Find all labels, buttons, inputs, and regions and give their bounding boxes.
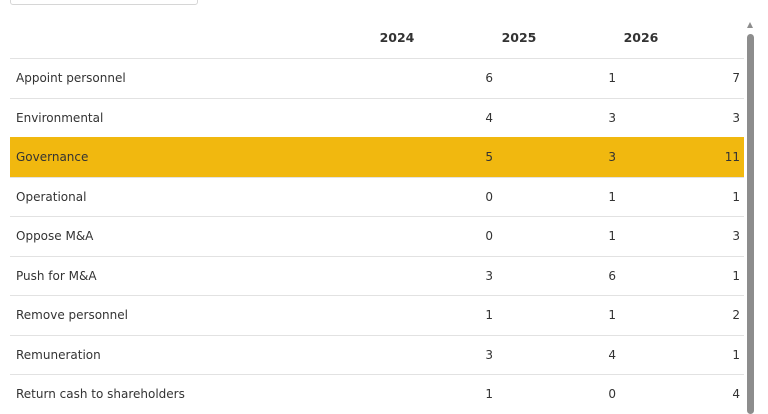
- cell-value: 2: [732, 308, 740, 322]
- cell-value: 3: [608, 150, 616, 164]
- cell-value: 1: [608, 229, 616, 243]
- cell-value: 1: [485, 387, 493, 401]
- cell-value: 1: [732, 347, 740, 362]
- cell-value: 3: [485, 268, 493, 283]
- cell-value: 1: [608, 308, 616, 322]
- row-label: Appoint personnel: [16, 71, 126, 85]
- column-header: 2026: [623, 30, 659, 45]
- cell-value: 1: [608, 189, 616, 204]
- cell-value: 1: [608, 71, 616, 85]
- table-row[interactable]: Push for M&A 3 6 1: [10, 255, 744, 296]
- column-header: 2024: [379, 30, 415, 45]
- cell-value: 0: [485, 189, 493, 204]
- row-label: Environmental: [16, 110, 104, 125]
- row-label: Governance: [16, 150, 89, 164]
- page: 2024 2025 2026 Appoint personnel 6 1 7 Environm…: [10, 0, 754, 414]
- scroll-up-arrow[interactable]: [747, 22, 753, 28]
- search-input[interactable]: [10, 0, 198, 5]
- table-row[interactable]: Remove personnel 1 1 2: [10, 295, 744, 335]
- row-label: Operational: [16, 189, 87, 204]
- cell-value: 3: [732, 110, 740, 125]
- table-row[interactable]: Environmental 4 3 3: [10, 97, 744, 138]
- cell-value: 5: [485, 150, 493, 164]
- cell-value: 3: [485, 347, 493, 362]
- cell-value: 6: [485, 71, 493, 85]
- cell-value: 3: [732, 229, 740, 243]
- table-row[interactable]: Remuneration 3 4 1: [10, 334, 744, 375]
- row-label: Oppose M&A: [16, 229, 94, 243]
- cell-value: 3: [608, 110, 616, 125]
- row-label: Push for M&A: [16, 268, 97, 283]
- table-row[interactable]: Governance 5 3 11: [10, 137, 744, 177]
- cell-value: 6: [608, 268, 616, 283]
- cell-value: 1: [485, 308, 493, 322]
- row-label: Return cash to shareholders: [16, 387, 185, 401]
- column-header: 2025: [501, 30, 537, 45]
- scrollbar-thumb[interactable]: [747, 34, 754, 414]
- cell-value: 4: [608, 347, 616, 362]
- cell-value: 4: [732, 387, 740, 401]
- row-label: Remuneration: [16, 347, 101, 362]
- cell-value: 0: [608, 387, 616, 401]
- table-row[interactable]: Return cash to shareholders 1 0 4: [10, 374, 744, 414]
- row-label: Remove personnel: [16, 308, 128, 322]
- table-row[interactable]: Appoint personnel 6 1 7: [10, 58, 744, 98]
- table-row[interactable]: Operational 0 1 1: [10, 176, 744, 217]
- cell-value: 0: [485, 229, 493, 243]
- cell-value: 4: [485, 110, 493, 125]
- cell-value: 11: [724, 150, 740, 164]
- cell-value: 1: [732, 189, 740, 204]
- cell-value: 7: [732, 71, 740, 85]
- cell-value: 1: [732, 268, 740, 283]
- table-row[interactable]: Oppose M&A 0 1 3: [10, 216, 744, 256]
